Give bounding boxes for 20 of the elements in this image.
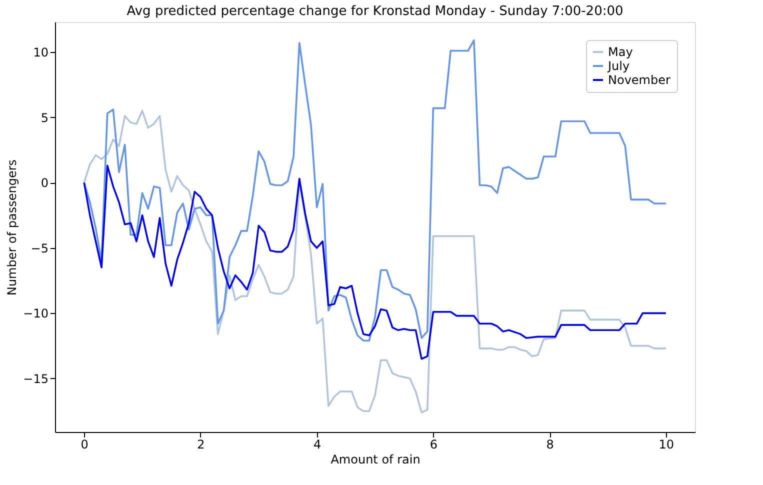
y-tick-label: 5 [40, 110, 48, 125]
legend-label: November [608, 73, 670, 87]
y-tick-label: 10 [33, 46, 48, 60]
line-series [83, 164, 667, 360]
y-tick-label: 0 [40, 176, 48, 190]
legend-label: July [607, 59, 630, 73]
y-tick-label: −10 [23, 306, 48, 321]
x-tick-label: 4 [314, 438, 322, 452]
y-tick-label: −15 [23, 372, 48, 386]
x-tick-label: 8 [546, 438, 554, 452]
x-tick-label: 10 [658, 438, 674, 452]
x-tick-label: 2 [197, 438, 205, 452]
chart-title: Avg predicted percentage change for Kronstad Monday - Sunday 7:00-20:00 [126, 4, 624, 19]
line-series [83, 110, 667, 414]
x-tick-label: 0 [80, 438, 88, 452]
legend-label: May [608, 45, 633, 59]
y-tick-label: −5 [30, 241, 48, 256]
x-tick-label: 6 [430, 438, 438, 452]
x-axis-title: Amount of rain [330, 452, 420, 466]
y-axis-title: Number of passengers [5, 159, 20, 296]
